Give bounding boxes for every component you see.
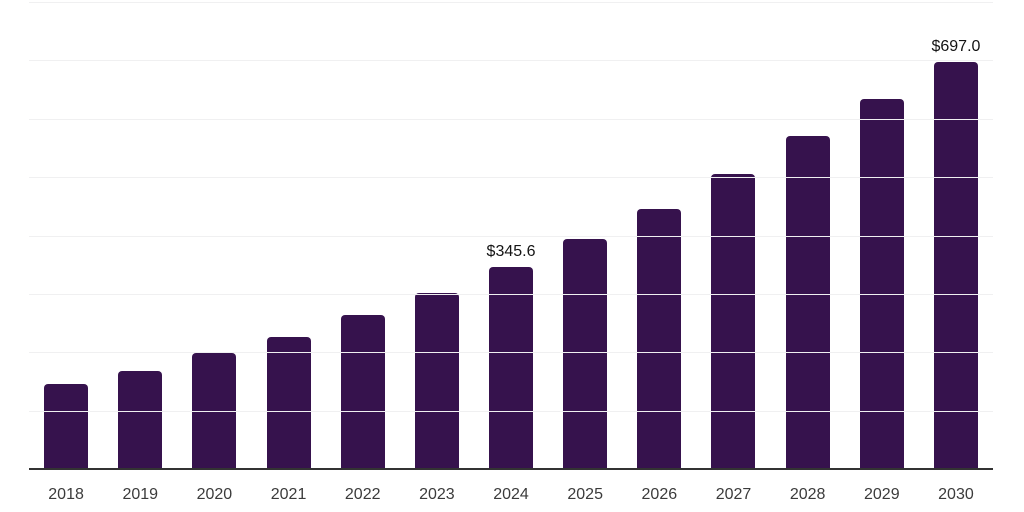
bar-slot-2030: $697.0 (919, 2, 993, 469)
bar-2021 (266, 336, 311, 469)
bar-slot-2028 (771, 2, 845, 469)
gridline-100 (29, 410, 993, 412)
x-axis-line (29, 468, 993, 470)
x-tick-label-2023: 2023 (419, 486, 455, 503)
bar-2026 (637, 208, 682, 469)
plot-area: $345.6 $697.0 (29, 2, 993, 470)
gridline-200 (29, 352, 993, 354)
bar-slot-2027 (696, 2, 770, 469)
gridline-800 (29, 2, 993, 3)
x-tick-label-2024: 2024 (493, 486, 529, 503)
gridline-300 (29, 293, 993, 295)
bar-slot-2019 (103, 2, 177, 469)
x-tick-label-2019: 2019 (122, 486, 159, 503)
bar-2030 (933, 62, 978, 469)
bar-2028 (785, 136, 830, 469)
bar-slot-2018 (29, 2, 103, 469)
x-tick-label-2020: 2020 (196, 486, 233, 503)
bar-slot-2026 (622, 2, 696, 469)
bar-2024 (489, 267, 534, 469)
x-axis-labels: 2018 2019 2020 2021 2022 2023 2024 2025 2026 2027… (29, 487, 993, 503)
bar-2025 (563, 239, 608, 469)
gridline-500 (29, 177, 993, 179)
gridline-700 (29, 60, 993, 62)
bar-2018 (44, 383, 89, 469)
x-tick-label-2021: 2021 (270, 486, 307, 503)
x-tick-label-2026: 2026 (641, 486, 678, 503)
gridline-600 (29, 118, 993, 120)
bar-slot-2023 (400, 2, 474, 469)
x-tick-label-2022: 2022 (344, 486, 381, 503)
bar-2029 (859, 98, 904, 469)
x-tick-label-2025: 2025 (567, 486, 603, 503)
bar-slot-2024: $345.6 (474, 2, 548, 469)
x-tick-label-2028: 2028 (789, 486, 826, 503)
bar-2019 (118, 370, 163, 469)
x-tick-label-2029: 2029 (864, 486, 900, 503)
bar-2022 (340, 315, 385, 469)
bars-row: $345.6 $697.0 (29, 2, 993, 469)
bar-2023 (414, 292, 459, 469)
bar-2027 (711, 174, 756, 469)
data-label-2024: $345.6 (486, 243, 536, 261)
bar-slot-2029 (845, 2, 919, 469)
bar-slot-2025 (548, 2, 622, 469)
x-tick-label-2027: 2027 (715, 486, 752, 503)
data-label-2030: $697.0 (931, 38, 981, 56)
bar-slot-2022 (326, 2, 400, 469)
x-tick-label-2030: 2030 (938, 486, 974, 503)
gridline-400 (29, 235, 993, 237)
x-tick-label-2018: 2018 (48, 486, 84, 503)
bar-slot-2021 (251, 2, 325, 469)
